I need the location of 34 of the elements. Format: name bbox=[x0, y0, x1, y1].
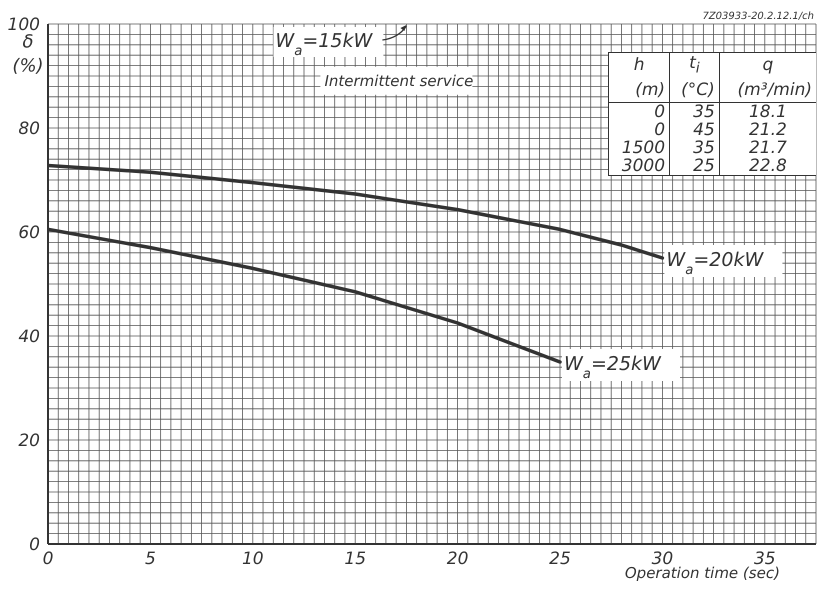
annotation: Intermittent service bbox=[324, 72, 474, 90]
x-tick-label: 10 bbox=[242, 549, 264, 570]
annotation: 1500 bbox=[622, 138, 666, 158]
annotation: W$_{a}$=15kW bbox=[275, 30, 374, 58]
annotation: h bbox=[634, 55, 644, 76]
annotation: 21.7 bbox=[748, 138, 787, 158]
annotation: (m³/min) bbox=[738, 80, 812, 100]
text: 7Z03933-20.2.12.1/ch bbox=[702, 11, 814, 22]
x-tick-label: 5 bbox=[144, 549, 156, 570]
series-label: W$_{a}$=25kW bbox=[564, 353, 662, 382]
x-tick-label: 25 bbox=[549, 549, 571, 570]
annotation: q bbox=[762, 55, 774, 76]
x-tick-label: 0 bbox=[42, 549, 54, 570]
x-tick-label: 20 bbox=[446, 549, 468, 570]
annotation: 35 bbox=[693, 102, 715, 122]
annotation: 35 bbox=[693, 138, 715, 158]
y-tick-label: 20 bbox=[18, 431, 40, 452]
annotation: 45 bbox=[693, 120, 715, 140]
annotation: 0 bbox=[654, 102, 666, 122]
annotation: 22.8 bbox=[748, 156, 787, 176]
y-tick-label: 40 bbox=[18, 327, 40, 348]
annotation: 18.1 bbox=[748, 102, 787, 122]
annotation: t$_{i}$ bbox=[689, 52, 700, 76]
annotation: 25 bbox=[693, 156, 715, 176]
y-tick-label: 80 bbox=[18, 119, 40, 140]
annotation: 21.2 bbox=[748, 120, 787, 140]
annotation: (°C) bbox=[681, 80, 715, 100]
x-tick-label: 15 bbox=[344, 549, 366, 570]
annotation: 0 bbox=[654, 120, 666, 140]
y-tick-label: 0 bbox=[29, 535, 40, 556]
series-label: W$_{a}$=20kW bbox=[666, 249, 764, 278]
y-tick-label: 60 bbox=[18, 223, 40, 244]
annotation: (m) bbox=[635, 80, 666, 100]
annotation: 3000 bbox=[622, 156, 666, 176]
